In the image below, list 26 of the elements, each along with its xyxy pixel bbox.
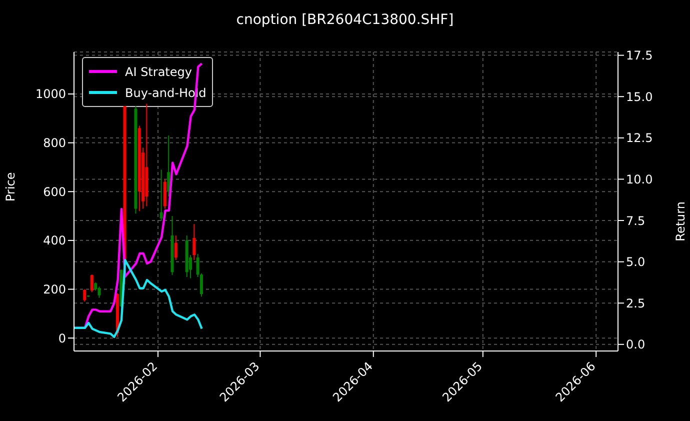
line-series <box>74 259 203 338</box>
candlestick <box>98 286 101 298</box>
y-tick-label: 600 <box>43 184 66 199</box>
y2-tick-label: 7.5 <box>626 214 646 228</box>
y2-axis-title: Return <box>673 202 688 242</box>
candlestick <box>83 288 86 302</box>
y-axis-title: Price <box>3 172 18 202</box>
candlestick <box>167 134 170 197</box>
y2-tick-label: 5.0 <box>626 255 646 270</box>
candlestick <box>192 224 196 260</box>
y2-tick-label: 0.0 <box>626 338 646 352</box>
chart-title: cnoption [BR2604C13800.SHF] <box>235 12 455 28</box>
y-tick-label: 400 <box>43 234 66 248</box>
candlestick <box>174 235 178 260</box>
y-tick-label: 1000 <box>35 87 66 102</box>
y2-tick-label: 2.5 <box>626 296 646 310</box>
y2-tick-label: 15.0 <box>626 90 653 104</box>
y-tick-label: 200 <box>43 282 66 297</box>
y2-tick-label: 12.5 <box>626 131 653 146</box>
y-tick-label: 0 <box>58 331 66 346</box>
candlestick <box>160 169 163 222</box>
y2-tick-label: 17.5 <box>626 48 653 63</box>
y2-tick-label: 10.0 <box>626 172 653 186</box>
candlestick <box>90 274 94 293</box>
legend-label: AI Strategy <box>125 64 192 78</box>
y-tick-label: 800 <box>43 136 66 150</box>
